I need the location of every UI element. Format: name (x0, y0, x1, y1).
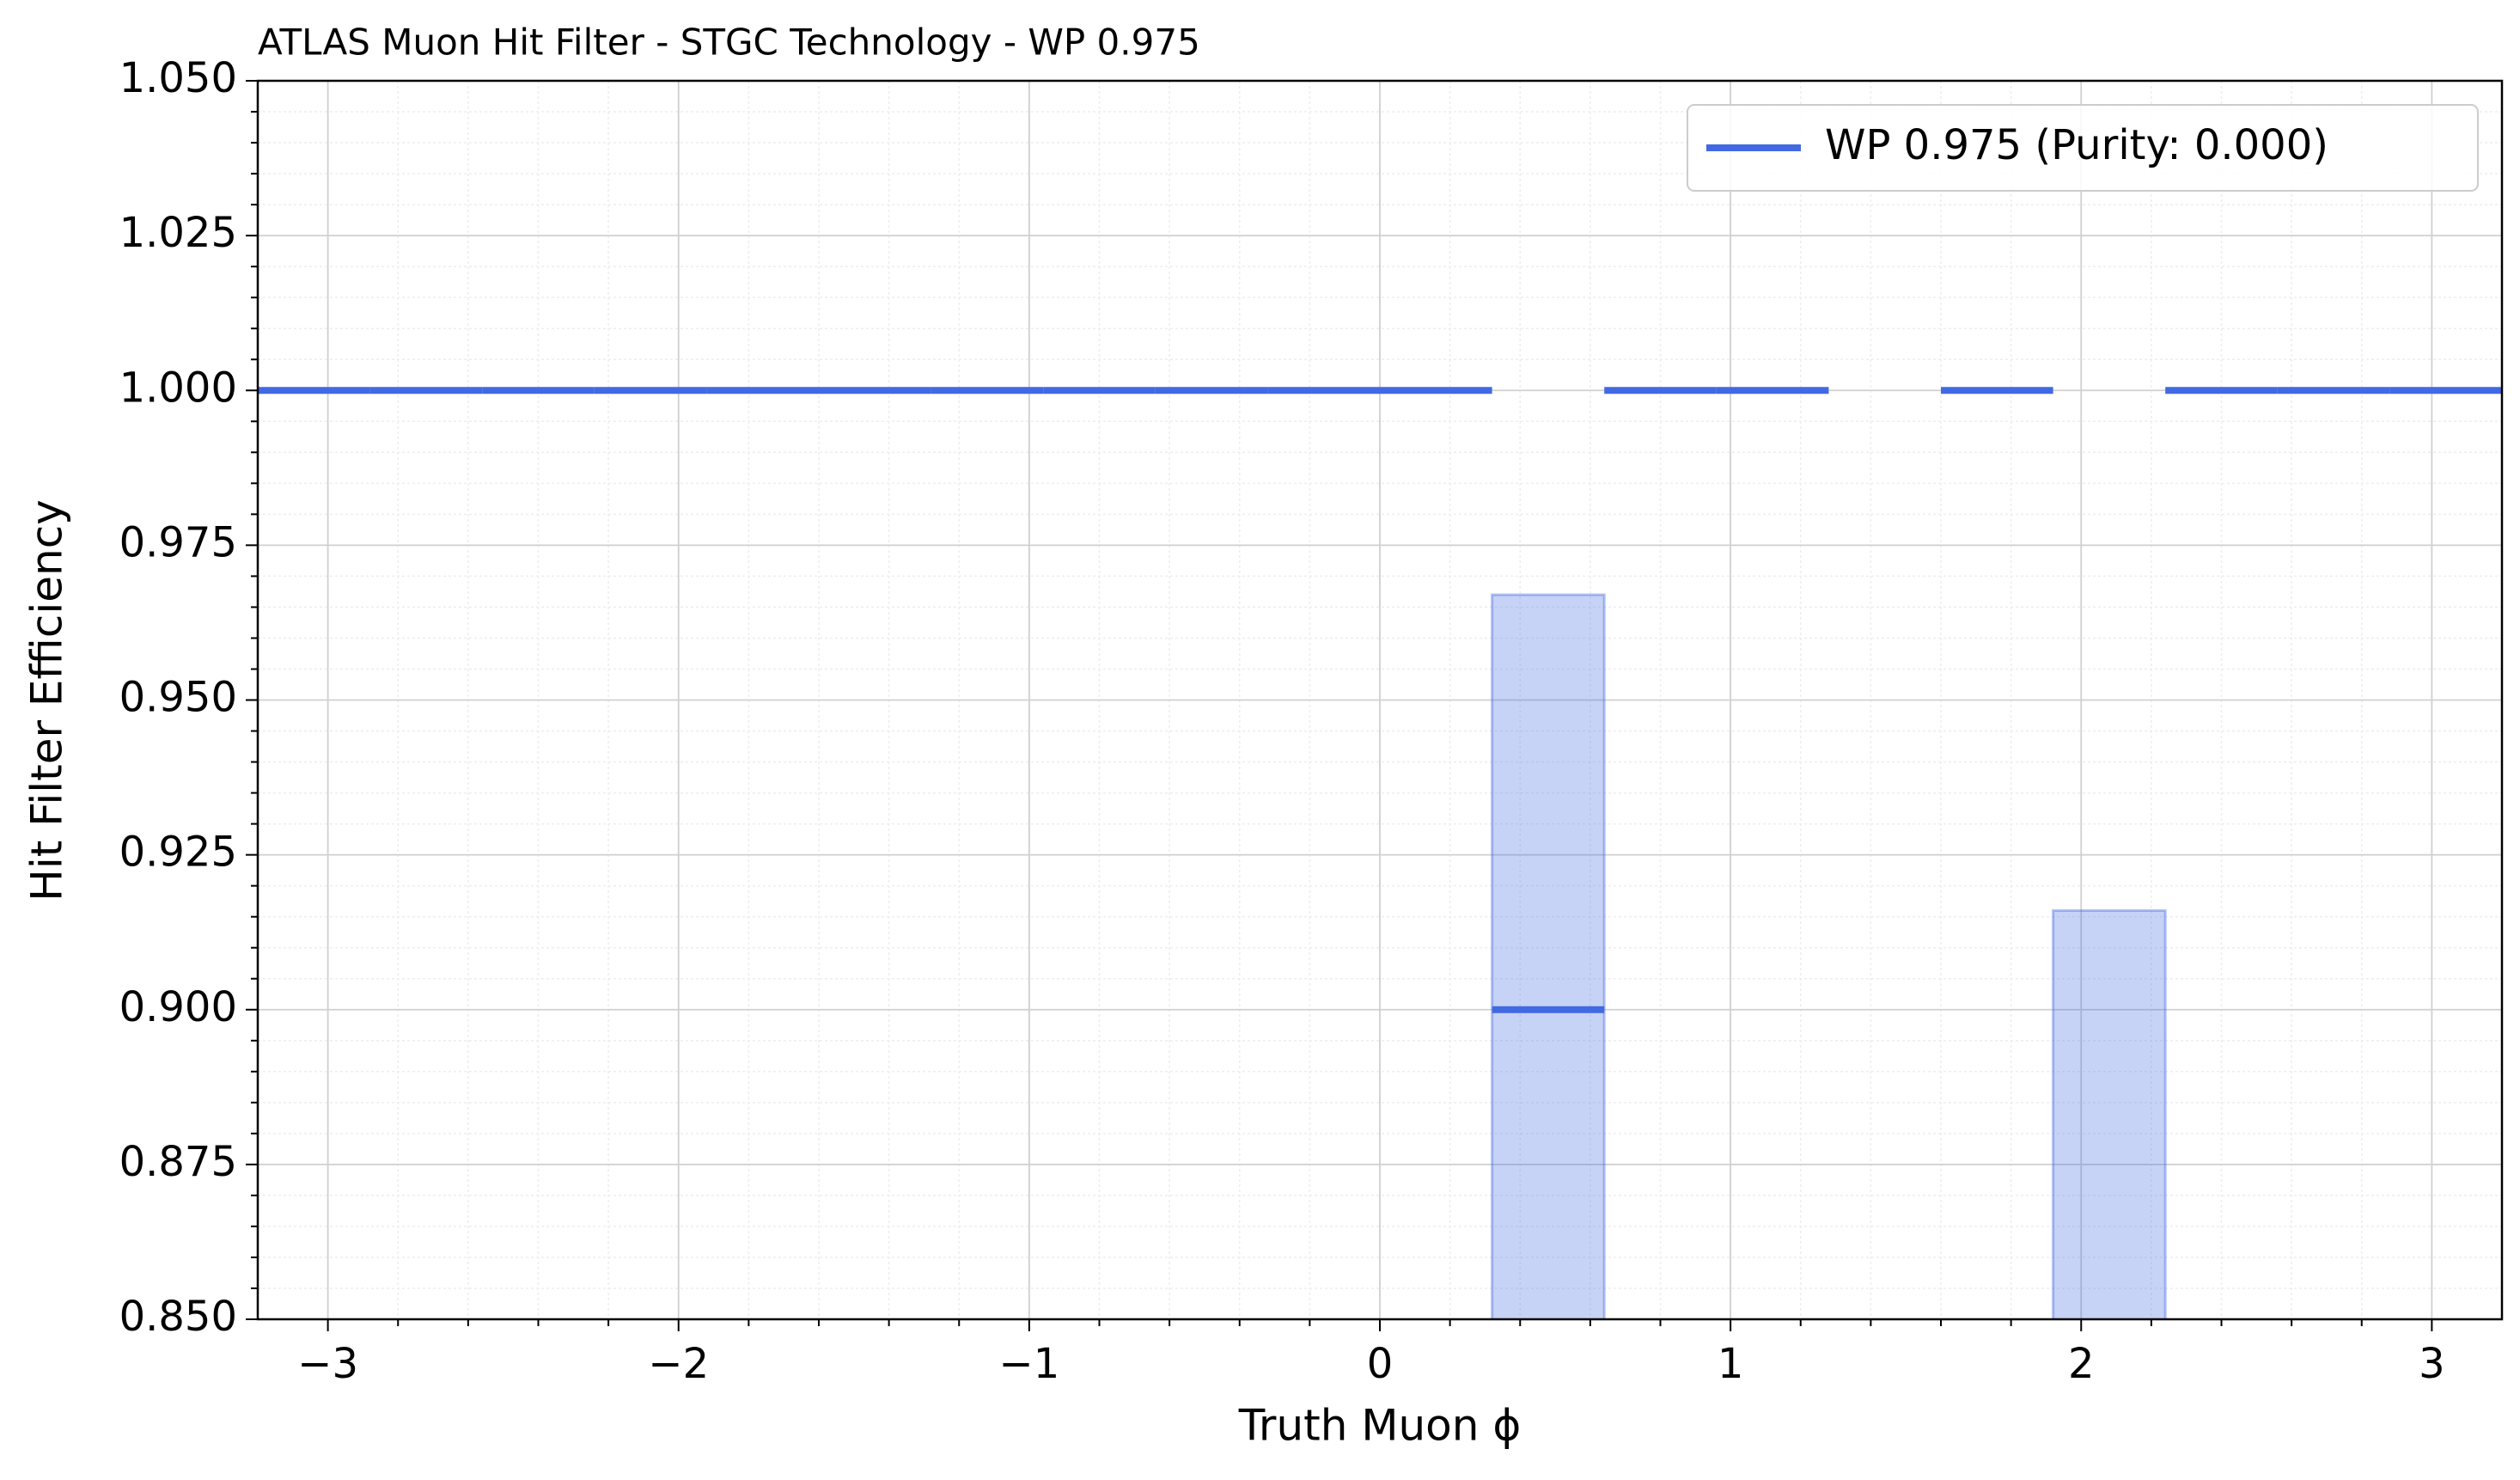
y-tick-label: 1.025 (119, 209, 237, 257)
y-tick-label: 0.850 (119, 1293, 237, 1341)
x-tick-label: −3 (297, 1340, 358, 1388)
legend-label: WP 0.975 (Purity: 0.000) (1825, 121, 2328, 169)
error-band (1491, 593, 1606, 1319)
x-tick-label: −1 (998, 1340, 1059, 1388)
y-tick-label: 0.975 (119, 518, 237, 566)
x-tick-label: 0 (1367, 1340, 1394, 1388)
x-tick-label: 3 (2419, 1340, 2445, 1388)
x-tick-label: 2 (2068, 1340, 2095, 1388)
x-axis-label: Truth Muon ϕ (1238, 1401, 1522, 1451)
y-tick-label: 0.950 (119, 674, 237, 722)
plot-area (258, 387, 2502, 1319)
y-axis-label: Hit Filter Efficiency (22, 499, 72, 902)
y-tick-label: 0.900 (119, 983, 237, 1031)
x-tick-label: 1 (1718, 1340, 1744, 1388)
chart-title: ATLAS Muon Hit Filter - STGC Technology … (258, 21, 1200, 64)
axes-frame (256, 79, 2504, 1321)
y-tick-label: 0.925 (119, 829, 237, 877)
y-tick-label: 1.000 (119, 364, 237, 412)
x-tick-label: −2 (648, 1340, 709, 1388)
y-tick-label: 0.875 (119, 1138, 237, 1186)
y-tick-label: 1.050 (119, 54, 237, 102)
legend-box (1687, 104, 2479, 192)
error-band (2052, 908, 2167, 1319)
